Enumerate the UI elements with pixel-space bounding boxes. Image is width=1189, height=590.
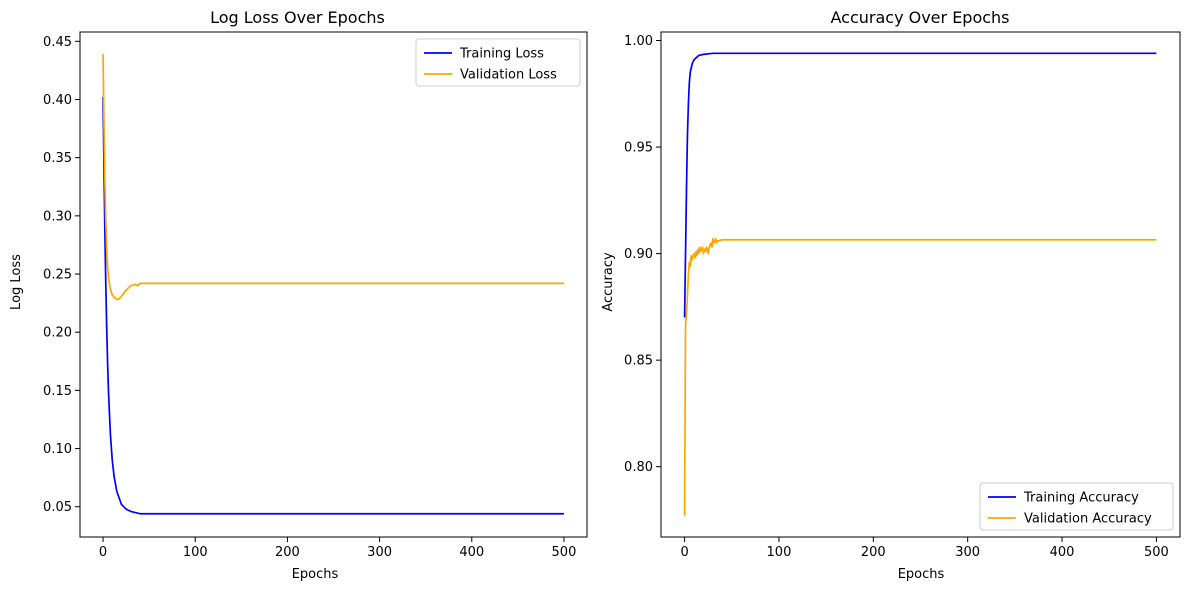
accuracy-chart-title: Accuracy Over Epochs <box>830 8 1009 27</box>
accuracy-y-axis-label: Accuracy <box>601 252 616 312</box>
loss-legend-box <box>415 38 581 87</box>
loss-series-validation-loss <box>102 54 564 301</box>
loss-legend-label: Training Loss <box>459 47 544 62</box>
accuracy-x-tick-label: 500 <box>1144 545 1169 560</box>
loss-y-tick-label: 0.15 <box>43 384 72 399</box>
loss-legend: Training Loss Validation Loss <box>415 38 581 87</box>
accuracy-legend-label: Validation Accuracy <box>1024 512 1152 527</box>
accuracy-x-tick-label: 400 <box>1050 545 1075 560</box>
accuracy-chart: Accuracy Over Epochs Epochs Accuracy 0 10… <box>601 8 1181 582</box>
loss-y-tick-label: 0.10 <box>43 442 72 457</box>
accuracy-x-tick-label: 0 <box>680 545 688 560</box>
accuracy-x-tick-label: 200 <box>861 545 886 560</box>
loss-y-tick-label: 0.25 <box>43 268 72 283</box>
loss-y-tick-label: 0.40 <box>43 93 72 108</box>
loss-y-tick-label: 0.45 <box>43 35 72 50</box>
loss-x-tick-label: 500 <box>552 545 577 560</box>
loss-x-axis-label: Epochs <box>292 567 339 582</box>
loss-chart: Log Loss Over Epochs Epochs Log Loss 0 10… <box>9 8 588 582</box>
accuracy-y-tick-label: 1.00 <box>624 34 653 49</box>
accuracy-plot-frame <box>660 31 1181 538</box>
loss-y-tick-label: 0.20 <box>43 326 72 341</box>
loss-x-tick-label: 100 <box>183 545 208 560</box>
accuracy-series-validation-accuracy <box>683 237 1157 516</box>
accuracy-y-tick-label: 0.90 <box>624 247 653 262</box>
accuracy-x-axis-label: Epochs <box>898 567 945 582</box>
accuracy-y-tick-label: 0.80 <box>624 460 653 475</box>
loss-x-tick-label: 400 <box>459 545 484 560</box>
loss-series-training-loss <box>102 97 564 515</box>
accuracy-legend-label: Training Accuracy <box>1023 491 1139 506</box>
accuracy-y-tick-label: 0.95 <box>624 141 653 156</box>
loss-legend-label: Validation Loss <box>460 68 557 83</box>
loss-x-tick-label: 0 <box>99 545 107 560</box>
loss-y-tick-label: 0.05 <box>43 500 72 515</box>
loss-x-tick-label: 200 <box>275 545 300 560</box>
loss-y-tick-label: 0.30 <box>43 209 72 224</box>
accuracy-legend: Training Accuracy Validation Accuracy <box>979 482 1174 531</box>
loss-plot-frame <box>79 31 588 538</box>
accuracy-legend-box <box>979 482 1174 531</box>
loss-y-axis-label: Log Loss <box>9 254 24 310</box>
accuracy-y-tick-label: 0.85 <box>624 354 653 369</box>
accuracy-series-training-accuracy <box>683 52 1157 318</box>
accuracy-x-tick-label: 100 <box>767 545 792 560</box>
loss-x-tick-label: 300 <box>367 545 392 560</box>
accuracy-x-tick-label: 300 <box>955 545 980 560</box>
loss-y-tick-label: 0.35 <box>43 151 72 166</box>
loss-chart-title: Log Loss Over Epochs <box>210 8 385 27</box>
